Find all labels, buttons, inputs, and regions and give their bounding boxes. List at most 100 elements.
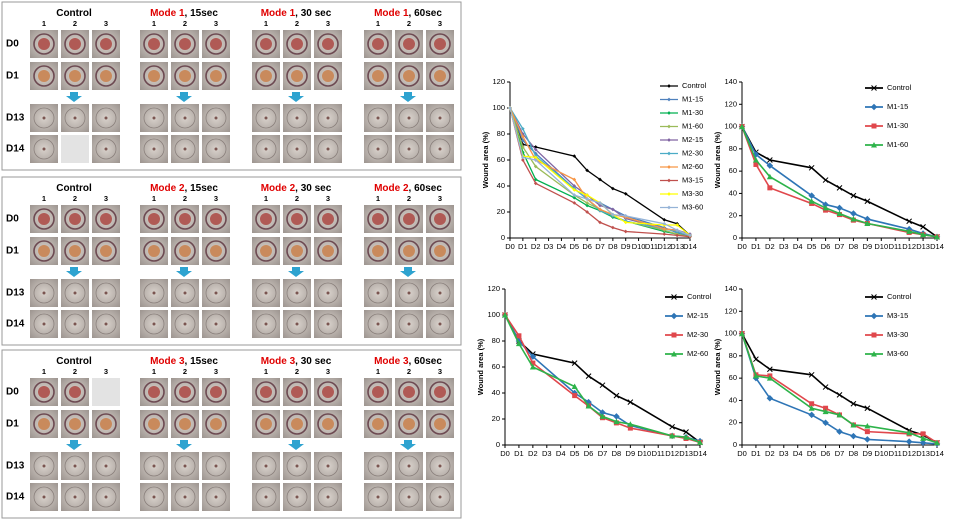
data-point — [533, 181, 538, 186]
y-tick-label: 60 — [729, 373, 737, 382]
photo-ring — [205, 65, 227, 87]
group-title: Mode 1, 60sec — [374, 8, 442, 19]
photo-ring — [429, 138, 451, 160]
y-tick-label: 100 — [724, 122, 737, 131]
data-point — [808, 371, 815, 378]
x-tick-label: D10 — [637, 449, 651, 458]
photo-ring — [398, 455, 420, 477]
data-point — [585, 168, 589, 173]
y-axis-label: Wound area (%) — [713, 338, 722, 395]
photo-ring — [367, 313, 389, 335]
wound-scar — [264, 495, 268, 499]
data-point — [822, 204, 829, 211]
photo-ring — [429, 107, 451, 129]
data-point — [920, 435, 927, 441]
wound — [148, 418, 160, 430]
photo-ring — [255, 486, 277, 508]
wound — [179, 418, 191, 430]
data-point — [920, 224, 926, 230]
wound-scar — [376, 495, 380, 499]
wound — [403, 213, 415, 225]
column-number: 3 — [104, 194, 108, 203]
data-point — [533, 164, 538, 169]
wound-scar — [295, 291, 299, 295]
legend-marker — [871, 123, 877, 129]
photo-ring — [143, 486, 165, 508]
group-mode: Mode 3 — [261, 356, 296, 367]
data-point — [752, 157, 759, 163]
group-title: Mode 1, 30 sec — [261, 8, 332, 19]
data-point — [753, 356, 759, 363]
y-axis-label: Wound area (%) — [713, 131, 722, 188]
data-point — [508, 106, 512, 110]
x-tick-label: D6 — [584, 449, 594, 458]
data-point — [906, 228, 913, 234]
photo-ring — [286, 381, 308, 403]
panel-frame — [1, 349, 462, 519]
data-point — [598, 203, 602, 208]
photo-ring — [95, 240, 117, 262]
data-point — [822, 201, 829, 208]
photo-ring — [95, 33, 117, 55]
data-point — [662, 217, 667, 222]
group-condition: , 60sec — [409, 183, 443, 194]
photo-ring — [429, 413, 451, 435]
group-condition: , 60sec — [409, 356, 443, 367]
data-point — [850, 216, 857, 222]
photo-ring — [205, 455, 227, 477]
group-condition: , 30 sec — [295, 8, 332, 19]
wound-scar — [295, 322, 299, 326]
wound — [148, 38, 160, 50]
legend-label: M3-60 — [682, 202, 703, 211]
wound-scar — [295, 495, 299, 499]
data-point — [611, 186, 615, 191]
wound-scar — [214, 495, 218, 499]
data-point — [836, 185, 843, 191]
photo-ring — [64, 208, 86, 230]
data-point — [585, 373, 592, 379]
x-tick-label: D10 — [874, 449, 888, 458]
wound-scar — [264, 291, 268, 295]
wound-scar — [376, 147, 380, 151]
data-point — [623, 191, 628, 196]
x-tick-label: D7 — [598, 449, 608, 458]
photo-ring — [255, 455, 277, 477]
wound — [403, 418, 415, 430]
photo-ring — [398, 282, 420, 304]
wound — [179, 70, 191, 82]
photo-ring — [429, 313, 451, 335]
photo-ring — [33, 282, 55, 304]
x-tick-label: D12 — [902, 449, 916, 458]
data-point — [613, 413, 620, 420]
wound-scar — [326, 495, 330, 499]
photo-ring — [398, 33, 420, 55]
data-point — [767, 185, 773, 191]
wound-scar — [104, 291, 108, 295]
column-number: 2 — [183, 367, 187, 376]
wound — [403, 245, 415, 257]
wound — [403, 70, 415, 82]
x-tick-label: D1 — [751, 449, 761, 458]
column-number: 1 — [42, 19, 46, 28]
wound-scar — [376, 291, 380, 295]
y-tick-label: 120 — [492, 77, 505, 86]
photo-ring — [174, 240, 196, 262]
y-tick-label: 120 — [724, 306, 737, 315]
photo-ring — [429, 240, 451, 262]
wound — [38, 38, 50, 50]
x-tick-label: D10 — [874, 242, 888, 251]
wound-scar — [264, 116, 268, 120]
data-point — [823, 405, 829, 411]
photo-ring — [398, 486, 420, 508]
wound — [291, 213, 303, 225]
photo-ring — [174, 65, 196, 87]
photo-ring — [205, 107, 227, 129]
wound — [69, 70, 81, 82]
photo-ring — [143, 33, 165, 55]
photo-ring — [367, 33, 389, 55]
wound-scar — [42, 116, 46, 120]
photo-ring — [205, 413, 227, 435]
data-point — [739, 330, 745, 337]
data-point — [767, 366, 773, 373]
x-tick-label: D5 — [570, 449, 580, 458]
